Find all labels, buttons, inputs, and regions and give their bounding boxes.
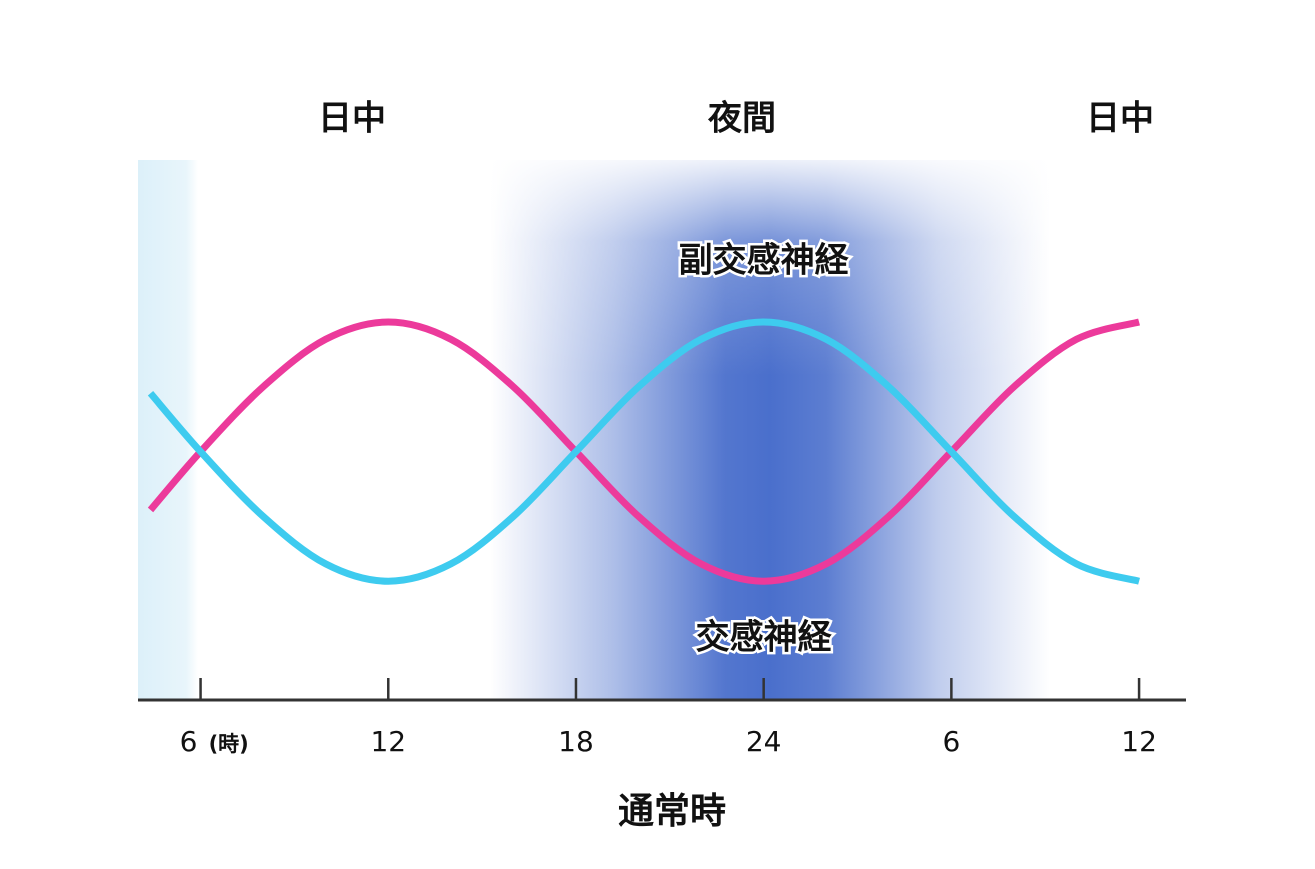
x-tick-label: 18 xyxy=(558,725,594,758)
plot: 6 (時) 12 18 24 6 12 交感神経 副交感神経 xyxy=(147,238,1157,758)
series-label: 副交感神経 xyxy=(679,241,850,281)
x-tick-label: 24 xyxy=(746,725,782,758)
x-tick-label: 6 xyxy=(942,725,960,758)
x-tick-label: 12 xyxy=(1121,725,1157,758)
x-tick-label: 6 xyxy=(180,725,198,758)
series-line xyxy=(147,318,1141,585)
x-unit-label: (時) xyxy=(209,732,249,756)
dawn-band xyxy=(138,160,198,700)
period-label: 日中 xyxy=(1086,99,1154,139)
series-label: 交感神経 xyxy=(696,618,833,658)
night-fade xyxy=(490,160,1050,700)
x-axis-title: 通常時 xyxy=(618,791,726,832)
period-label: 夜間 xyxy=(707,99,776,139)
series-line xyxy=(147,318,1141,585)
period-label: 日中 xyxy=(318,99,386,139)
x-tick-label: 12 xyxy=(370,725,406,758)
